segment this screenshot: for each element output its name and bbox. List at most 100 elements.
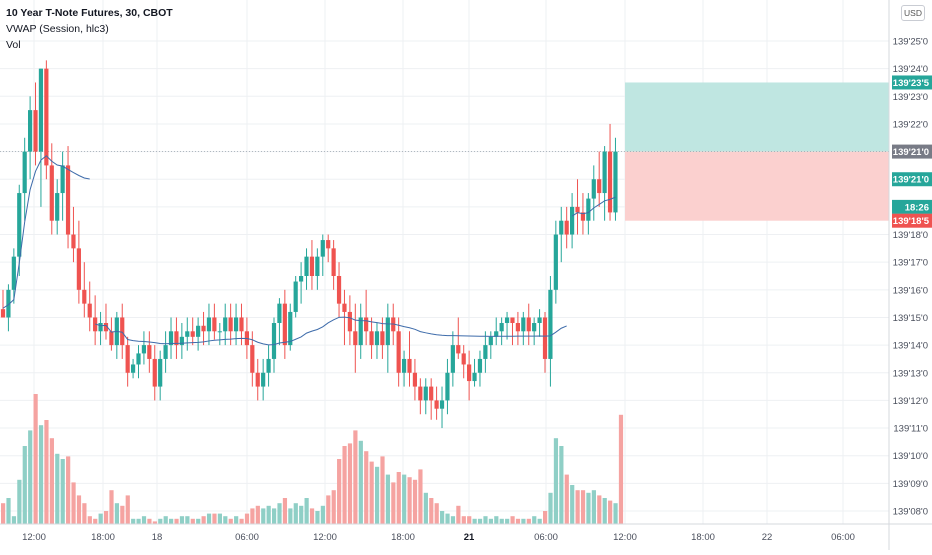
candle[interactable]	[542, 317, 548, 359]
candle[interactable]	[521, 317, 526, 332]
candle[interactable]	[130, 364, 136, 373]
candle[interactable]	[374, 331, 380, 346]
candle[interactable]	[299, 276, 304, 282]
candle[interactable]	[597, 179, 602, 194]
candle[interactable]	[168, 331, 174, 346]
candle[interactable]	[483, 345, 488, 359]
candle[interactable]	[602, 151, 607, 194]
candle[interactable]	[553, 234, 558, 290]
candle[interactable]	[320, 240, 325, 257]
price-tag[interactable]	[892, 172, 932, 187]
candle[interactable]	[103, 323, 109, 332]
candle[interactable]	[190, 331, 195, 337]
candle[interactable]	[28, 110, 33, 152]
candle[interactable]	[6, 289, 11, 318]
candle[interactable]	[591, 179, 596, 199]
candle[interactable]	[282, 303, 287, 346]
candle[interactable]	[250, 345, 255, 373]
price-tag[interactable]	[892, 75, 932, 90]
candle[interactable]	[445, 372, 450, 401]
candle[interactable]	[217, 331, 222, 333]
candle[interactable]	[396, 331, 401, 373]
candle[interactable]	[87, 303, 92, 318]
symbol-title[interactable]: 10 Year T-Note Futures, 30, CBOT	[6, 7, 173, 19]
candle[interactable]	[385, 317, 390, 346]
candle[interactable]	[559, 220, 564, 235]
candle[interactable]	[434, 400, 439, 409]
candle[interactable]	[461, 353, 466, 365]
candle[interactable]	[49, 165, 54, 221]
candle[interactable]	[201, 325, 206, 332]
candle[interactable]	[98, 323, 103, 332]
price-tag[interactable]	[892, 213, 932, 228]
candle[interactable]	[586, 198, 591, 221]
candle[interactable]	[304, 256, 309, 276]
candle[interactable]	[255, 372, 260, 387]
take-profit-zone[interactable]	[625, 82, 889, 152]
currency-button[interactable]: USD	[901, 5, 925, 21]
candle[interactable]	[141, 345, 147, 354]
candle[interactable]	[120, 317, 125, 346]
candle[interactable]	[353, 331, 358, 346]
candle[interactable]	[467, 364, 472, 382]
candle[interactable]	[212, 317, 217, 332]
candle[interactable]	[607, 151, 613, 213]
candle[interactable]	[564, 220, 569, 235]
candle[interactable]	[158, 358, 163, 387]
candle[interactable]	[613, 151, 618, 213]
candle[interactable]	[364, 317, 369, 332]
candle[interactable]	[228, 317, 233, 332]
candle[interactable]	[499, 323, 504, 332]
candle[interactable]	[537, 317, 542, 323]
candle[interactable]	[331, 248, 336, 276]
stop-loss-zone[interactable]	[625, 151, 889, 221]
candle[interactable]	[407, 358, 412, 373]
candle[interactable]	[71, 234, 76, 249]
candle[interactable]	[233, 317, 239, 332]
price-tag[interactable]	[892, 144, 932, 159]
candle[interactable]	[309, 256, 315, 276]
candle[interactable]	[429, 386, 434, 401]
candle[interactable]	[504, 317, 510, 323]
candle[interactable]	[271, 323, 277, 359]
candle[interactable]	[44, 68, 49, 166]
candle[interactable]	[532, 323, 537, 332]
candle[interactable]	[76, 248, 81, 290]
candle[interactable]	[125, 345, 130, 373]
candle[interactable]	[494, 331, 499, 337]
candle[interactable]	[152, 358, 157, 387]
candle[interactable]	[401, 358, 407, 373]
candle[interactable]	[315, 256, 320, 276]
candle[interactable]	[196, 325, 201, 337]
candle[interactable]	[11, 256, 16, 290]
candle[interactable]	[185, 331, 190, 337]
candle[interactable]	[293, 281, 298, 312]
candle[interactable]	[488, 336, 493, 346]
candle[interactable]	[38, 68, 44, 152]
candle[interactable]	[575, 206, 580, 213]
candle[interactable]	[439, 400, 445, 409]
candle[interactable]	[33, 110, 38, 152]
candle[interactable]	[347, 311, 352, 332]
volume-indicator-label[interactable]: Vol	[6, 39, 21, 51]
candle[interactable]	[380, 331, 385, 346]
candle[interactable]	[60, 165, 65, 194]
candle[interactable]	[288, 311, 293, 346]
candle[interactable]	[55, 193, 60, 221]
candle[interactable]	[277, 303, 282, 323]
candle[interactable]	[342, 303, 347, 312]
candle[interactable]	[336, 276, 342, 304]
candle[interactable]	[147, 345, 152, 359]
candle[interactable]	[22, 151, 27, 194]
candle[interactable]	[266, 358, 271, 373]
candle[interactable]	[239, 317, 244, 332]
candle[interactable]	[450, 345, 455, 373]
candle[interactable]	[326, 240, 331, 249]
candle[interactable]	[526, 317, 531, 332]
candle[interactable]	[580, 212, 586, 221]
candle[interactable]	[136, 353, 141, 365]
candle[interactable]	[412, 372, 418, 387]
candle[interactable]	[174, 331, 179, 346]
